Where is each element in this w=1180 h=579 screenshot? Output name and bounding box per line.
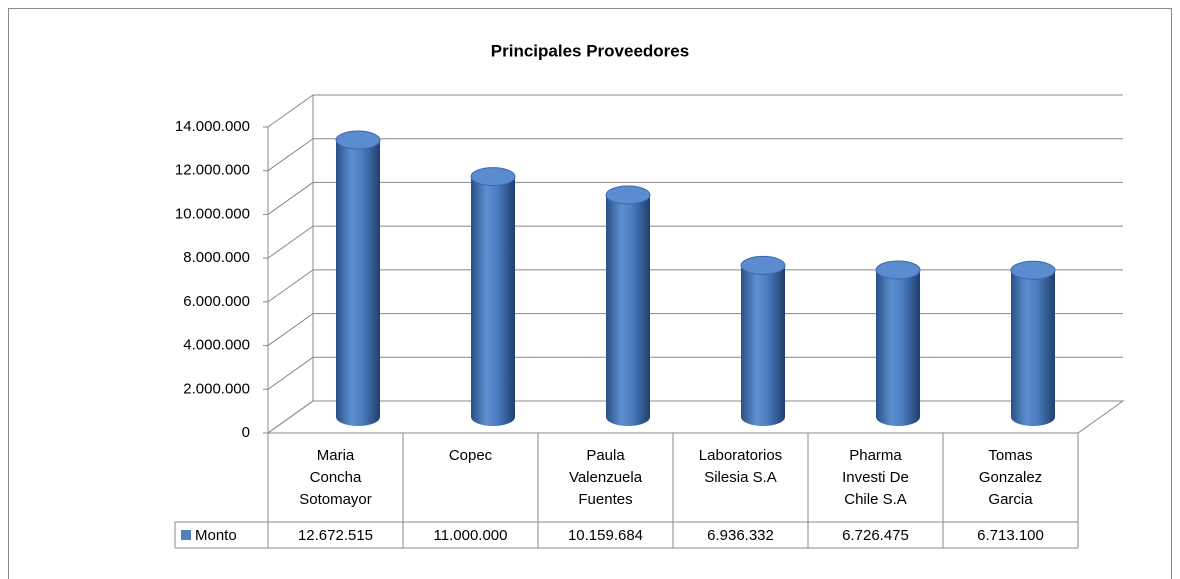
grid-line (267, 269, 1123, 303)
grid-line (267, 400, 1123, 434)
value-label: 6.726.475 (842, 527, 909, 544)
floor (266, 400, 1125, 434)
value-label: 11.000.000 (434, 527, 508, 544)
grid-line (267, 313, 1123, 346)
value-label: 12.672.515 (298, 527, 373, 544)
category-label: Tomas Gonzalez Garcia (978, 447, 1043, 508)
cylinder-top (335, 130, 381, 150)
chart-title: Principales Proveedores (491, 41, 689, 60)
category-label: Copec (448, 447, 493, 464)
y-tick-label: 10.000.000 (175, 205, 250, 222)
y-tick-label: 6.000.000 (183, 293, 250, 310)
value-label: 6.713.100 (977, 527, 1044, 544)
y-tick-label: 4.000.000 (183, 337, 250, 354)
cylinder-top (605, 185, 651, 205)
cylinder (336, 140, 380, 427)
cylinder (741, 265, 785, 426)
value-label: 6.936.332 (707, 527, 774, 544)
y-tick-label: 14.000.000 (175, 118, 250, 135)
category-label: Pharma Investi De Chile S.A (842, 447, 909, 508)
legend-swatch (181, 530, 191, 540)
category-label: Paula Valenzuela Fuentes (568, 447, 643, 508)
y-tick-label: 12.000.000 (175, 162, 250, 179)
grid-line (267, 138, 1123, 172)
grid-line (267, 225, 1123, 259)
cylinder-top (875, 260, 921, 280)
category-label: Laboratorios Silesia S.A (698, 447, 783, 486)
value-label: 10.159.684 (568, 527, 643, 544)
grid-line (267, 181, 1123, 215)
y-tick-label: 0 (242, 424, 250, 441)
y-tick-label: 2.000.000 (183, 380, 250, 397)
y-tick-label: 8.000.000 (183, 249, 250, 266)
cylinder-top (1010, 260, 1056, 280)
cylinder (606, 194, 650, 426)
legend-label: Monto (195, 527, 237, 544)
chart-frame (8, 8, 1172, 579)
cylinder (1011, 270, 1055, 426)
cylinder-top (470, 167, 516, 187)
cylinder (876, 269, 920, 426)
cylinder-top (740, 255, 786, 275)
grid-line (267, 94, 1123, 128)
cylinder (471, 176, 515, 426)
grid-line (267, 356, 1123, 390)
category-label: Maria Concha Sotomayor (299, 447, 372, 508)
